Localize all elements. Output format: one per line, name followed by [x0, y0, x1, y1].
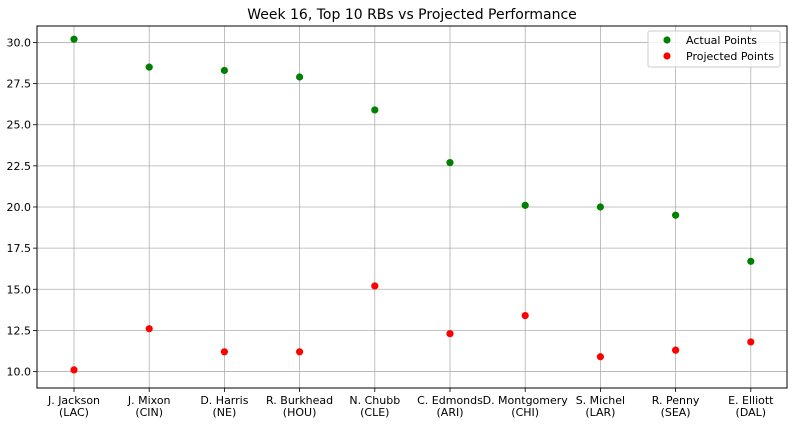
- legend-box: [647, 30, 781, 68]
- actual-point: [596, 203, 605, 211]
- legend-label: Actual Points: [686, 34, 757, 47]
- actual-point: [70, 35, 78, 43]
- x-tick-label: J. Mixon (CIN): [127, 394, 171, 419]
- actual-point: [446, 158, 454, 167]
- x-axis: J. Jackson (LAC) J. Mixon (CIN) D. Harris (NE…: [47, 388, 774, 419]
- data-marks: [70, 35, 755, 374]
- y-tick-label: 30.0: [7, 36, 32, 49]
- legend: Actual Points Projected Points: [647, 30, 781, 68]
- projected-point: [145, 325, 153, 333]
- y-tick-label: 20.0: [7, 201, 32, 214]
- y-tick-label: 25.0: [7, 119, 32, 132]
- y-axis: 10.0 12.5 15.0 17.5 20.0 22.5 25.0 27.5 30.0: [7, 36, 37, 379]
- x-tick-label: R. Penny (SEA): [652, 394, 700, 419]
- y-tick-label: 22.5: [7, 160, 32, 173]
- y-tick-label: 17.5: [7, 242, 32, 255]
- projected-point: [596, 353, 605, 361]
- x-tick-label: C. Edmonds (ARI): [417, 394, 483, 419]
- y-tick-label: 10.0: [7, 366, 32, 379]
- y-tick-label: 15.0: [7, 283, 32, 296]
- x-tick-label: D. Montgomery (CHI): [483, 394, 569, 419]
- actual-point: [371, 106, 379, 114]
- projected-point: [296, 348, 304, 356]
- x-tick-label: R. Burkhead (HOU): [266, 394, 333, 419]
- projected-point: [521, 312, 529, 320]
- actual-point: [521, 201, 529, 209]
- projected-point: [672, 346, 680, 354]
- projected-point: [446, 330, 454, 338]
- projected-point: [747, 338, 755, 346]
- actual-point: [296, 73, 304, 81]
- actual-point: [672, 211, 680, 219]
- legend-label: Projected Points: [686, 50, 774, 63]
- actual-point: [220, 66, 228, 75]
- x-tick-label: J. Jackson (LAC): [47, 394, 100, 419]
- y-tick-label: 27.5: [7, 78, 32, 91]
- x-tick-label: N. Chubb (CLE): [349, 394, 400, 419]
- y-tick-label: 12.5: [7, 324, 32, 337]
- legend-marker: [663, 36, 671, 44]
- projected-point: [70, 366, 78, 374]
- projected-point: [371, 282, 379, 290]
- actual-point: [145, 63, 153, 71]
- x-tick-label: S. Michel (LAR): [576, 394, 625, 419]
- x-tick-label: E. Elliott (DAL): [728, 394, 774, 419]
- chart-title: Week 16, Top 10 RBs vs Projected Perform…: [247, 7, 577, 23]
- legend-marker: [663, 52, 671, 60]
- actual-point: [747, 257, 755, 265]
- x-tick-label: D. Harris (NE): [200, 394, 248, 419]
- projected-point: [220, 348, 228, 356]
